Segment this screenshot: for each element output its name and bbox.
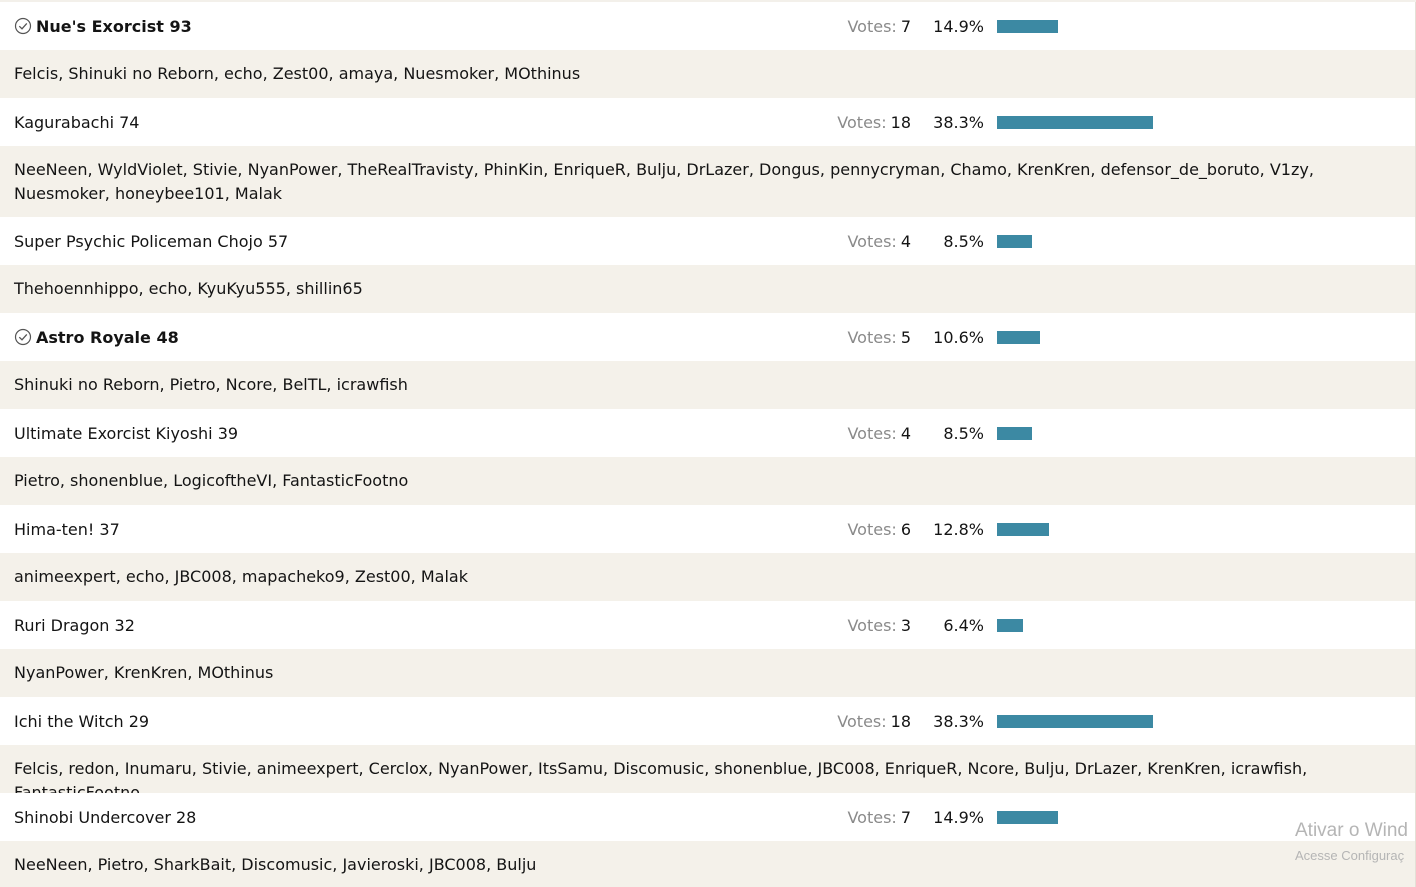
- poll-option-text: Hima-ten! 37: [14, 519, 120, 539]
- vote-bar: [997, 811, 1153, 824]
- poll-option-text: Nue's Exorcist 93: [36, 16, 192, 36]
- vote-count: Votes: 4: [847, 217, 911, 265]
- vote-percentage: 38.3%: [933, 711, 984, 731]
- vote-count: Votes: 6: [847, 505, 911, 553]
- votes-word: Votes:: [847, 519, 897, 539]
- watermark-line-2: Acesse Configuraç: [1295, 848, 1405, 863]
- poll-option-label: Nue's Exorcist 93: [14, 2, 192, 50]
- vote-percentage: 8.5%: [943, 423, 984, 443]
- vote-percentage: 14.9%: [933, 807, 984, 827]
- voter-list: Thehoennhippo, echo, KyuKyu555, shillin6…: [0, 265, 1416, 313]
- poll-option-row: Super Psychic Policeman Chojo 57 Votes: 4 8…: [0, 217, 1416, 265]
- voter-list: NyanPower, KrenKren, MOthinus: [0, 649, 1416, 697]
- votes-word: Votes:: [837, 711, 887, 731]
- poll-option-row: Ruri Dragon 32 Votes: 3 6.4%: [0, 601, 1416, 649]
- poll-option-text: Ultimate Exorcist Kiyoshi 39: [14, 423, 239, 443]
- vote-bar-fill: [997, 811, 1058, 824]
- vote-bar-fill: [997, 523, 1049, 536]
- poll-option-label: Ruri Dragon 32: [14, 601, 135, 649]
- vote-bar: [997, 427, 1153, 440]
- vote-bar-fill: [997, 20, 1058, 33]
- poll-option-row: Ultimate Exorcist Kiyoshi 39 Votes: 4 8.5%: [0, 409, 1416, 457]
- votes-word: Votes:: [847, 231, 897, 251]
- poll-option-label: Astro Royale 48: [14, 313, 179, 361]
- vote-bar-fill: [997, 331, 1040, 344]
- poll-option-label: Ichi the Witch 29: [14, 697, 149, 745]
- votes-word: Votes:: [847, 807, 897, 827]
- poll-option-text: Shinobi Undercover 28: [14, 807, 197, 827]
- check-circle-icon: [14, 17, 32, 35]
- poll-option-row: Kagurabachi 74 Votes: 18 38.3%: [0, 98, 1416, 146]
- vote-bar: [997, 20, 1153, 33]
- poll-option-text: Ruri Dragon 32: [14, 615, 135, 635]
- voter-list: NeeNeen, WyldViolet, Stivie, NyanPower, …: [0, 146, 1416, 217]
- votes-number: 3: [900, 615, 911, 635]
- votes-number: 18: [890, 711, 911, 731]
- vote-bar-fill: [997, 116, 1153, 129]
- vote-count: Votes: 7: [847, 2, 911, 50]
- top-divider: [0, 0, 1416, 2]
- voter-list: Felcis, Shinuki no Reborn, echo, Zest00,…: [0, 50, 1416, 98]
- vote-percentage: 8.5%: [943, 231, 984, 251]
- vote-bar: [997, 235, 1153, 248]
- votes-word: Votes:: [847, 615, 897, 635]
- vote-percentage: 14.9%: [933, 16, 984, 36]
- vote-bar-fill: [997, 715, 1153, 728]
- poll-option-text: Super Psychic Policeman Chojo 57: [14, 231, 289, 251]
- check-circle-icon: [14, 328, 32, 346]
- vote-bar: [997, 715, 1153, 728]
- vote-percentage: 6.4%: [943, 615, 984, 635]
- vote-bar-fill: [997, 619, 1023, 632]
- vote-bar: [997, 619, 1153, 632]
- poll-option-label: Hima-ten! 37: [14, 505, 120, 553]
- votes-word: Votes:: [837, 112, 887, 132]
- votes-number: 5: [900, 327, 911, 347]
- poll-option-label: Kagurabachi 74: [14, 98, 139, 146]
- votes-number: 6: [900, 519, 911, 539]
- poll-option-text: Kagurabachi 74: [14, 112, 140, 132]
- poll-option-label: Shinobi Undercover 28: [14, 793, 196, 841]
- voter-list: Shinuki no Reborn, Pietro, Ncore, BelTL,…: [0, 361, 1416, 409]
- poll-option-text: Ichi the Witch 29: [14, 711, 150, 731]
- vote-bar: [997, 523, 1153, 536]
- votes-word: Votes:: [847, 327, 897, 347]
- poll-option-row: Hima-ten! 37 Votes: 6 12.8%: [0, 505, 1416, 553]
- poll-option-row: Nue's Exorcist 93 Votes: 7 14.9%: [0, 2, 1416, 50]
- voter-list: NeeNeen, Pietro, SharkBait, Discomusic, …: [0, 841, 1416, 887]
- voter-list: animeexpert, echo, JBC008, mapacheko9, Z…: [0, 553, 1416, 601]
- vote-count: Votes: 18: [837, 98, 911, 146]
- vote-bar-fill: [997, 427, 1032, 440]
- vote-count: Votes: 4: [847, 409, 911, 457]
- vote-count: Votes: 5: [847, 313, 911, 361]
- vote-bar: [997, 331, 1153, 344]
- vote-bar-fill: [997, 235, 1032, 248]
- poll-option-row: Shinobi Undercover 28 Votes: 7 14.9%: [0, 793, 1416, 841]
- vote-bar: [997, 116, 1153, 129]
- poll-option-label: Super Psychic Policeman Chojo 57: [14, 217, 288, 265]
- vote-count: Votes: 18: [837, 697, 911, 745]
- poll-option-label: Ultimate Exorcist Kiyoshi 39: [14, 409, 238, 457]
- votes-number: 7: [900, 807, 911, 827]
- voter-list: Felcis, redon, Inumaru, Stivie, animeexp…: [0, 745, 1416, 802]
- vote-percentage: 12.8%: [933, 519, 984, 539]
- voter-list: Pietro, shonenblue, LogicoftheVI, Fantas…: [0, 457, 1416, 505]
- poll-option-row: Ichi the Witch 29 Votes: 18 38.3%: [0, 697, 1416, 745]
- vote-count: Votes: 3: [847, 601, 911, 649]
- votes-number: 4: [900, 423, 911, 443]
- votes-number: 4: [900, 231, 911, 251]
- vote-percentage: 10.6%: [933, 327, 984, 347]
- votes-word: Votes:: [847, 16, 897, 36]
- votes-number: 7: [900, 16, 911, 36]
- windows-activation-watermark: Ativar o Wind Acesse Configuraç: [1295, 820, 1408, 863]
- vote-count: Votes: 7: [847, 793, 911, 841]
- votes-word: Votes:: [847, 423, 897, 443]
- poll-option-text: Astro Royale 48: [36, 327, 179, 347]
- vote-percentage: 38.3%: [933, 112, 984, 132]
- watermark-line-1: Ativar o Wind: [1295, 820, 1408, 841]
- poll-option-row: Astro Royale 48 Votes: 5 10.6%: [0, 313, 1416, 361]
- votes-number: 18: [890, 112, 911, 132]
